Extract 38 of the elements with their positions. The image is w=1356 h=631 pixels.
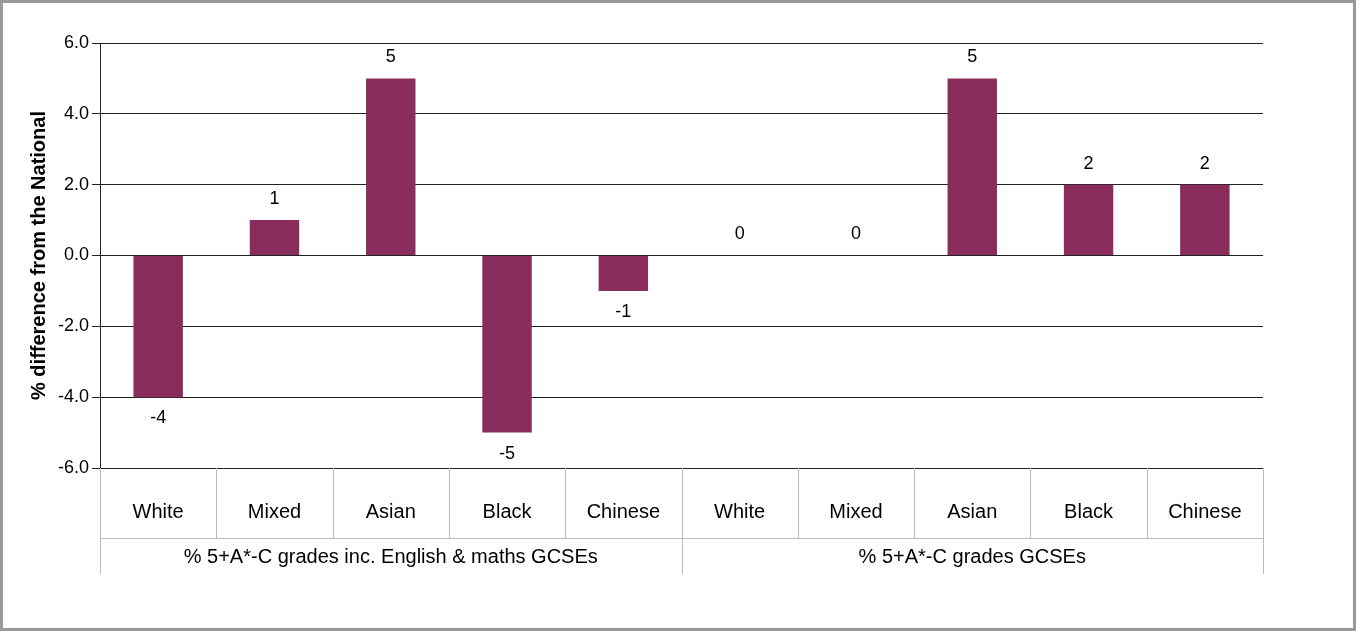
x-tick-label: Black [1064, 499, 1115, 522]
text: % 5+A*-C grades GCSEs [858, 544, 1086, 567]
y-tick-label: -2.0 [57, 315, 90, 336]
x-tick-label: Chinese [586, 499, 661, 522]
data-label: -5 [499, 442, 516, 463]
x-tick-label: Black [482, 499, 533, 522]
data-label: 2 [1083, 152, 1094, 173]
data-label: 5 [967, 46, 978, 67]
x-tick-label: Asian [947, 499, 998, 522]
data-label: 5 [385, 46, 396, 67]
data-label: 0 [850, 223, 861, 244]
x-tick-label: Asian [365, 499, 416, 522]
y-tick-label: 0.0 [63, 244, 90, 265]
bar [249, 220, 300, 255]
y-axis-title: % difference from the National [26, 111, 49, 400]
bar [482, 256, 532, 433]
text: % 5+A*-C grades inc. English & maths GCSEs [183, 544, 598, 567]
x-tick-label: Mixed [829, 499, 883, 522]
data-label: -1 [615, 300, 632, 321]
y-tick-label: 4.0 [63, 102, 90, 123]
y-tick-label: 6.0 [63, 31, 90, 52]
y-tick-label: -6.0 [57, 456, 90, 477]
data-label: -4 [150, 407, 167, 428]
x-tick-label: White [714, 499, 766, 522]
bar [598, 256, 649, 291]
bar [1063, 184, 1114, 255]
data-label: 0 [734, 223, 745, 244]
bar [366, 78, 416, 255]
bar [1180, 184, 1230, 255]
y-tick-label: -4.0 [57, 386, 90, 407]
bar [133, 256, 183, 398]
x-tick-label: Chinese [1168, 499, 1242, 522]
x-tick-label: Mixed [247, 499, 302, 522]
data-label: 1 [269, 188, 280, 209]
x-tick-label: White [132, 499, 184, 522]
data-label: 2 [1199, 152, 1210, 173]
y-tick-label: 2.0 [63, 173, 90, 194]
bar [947, 78, 997, 255]
